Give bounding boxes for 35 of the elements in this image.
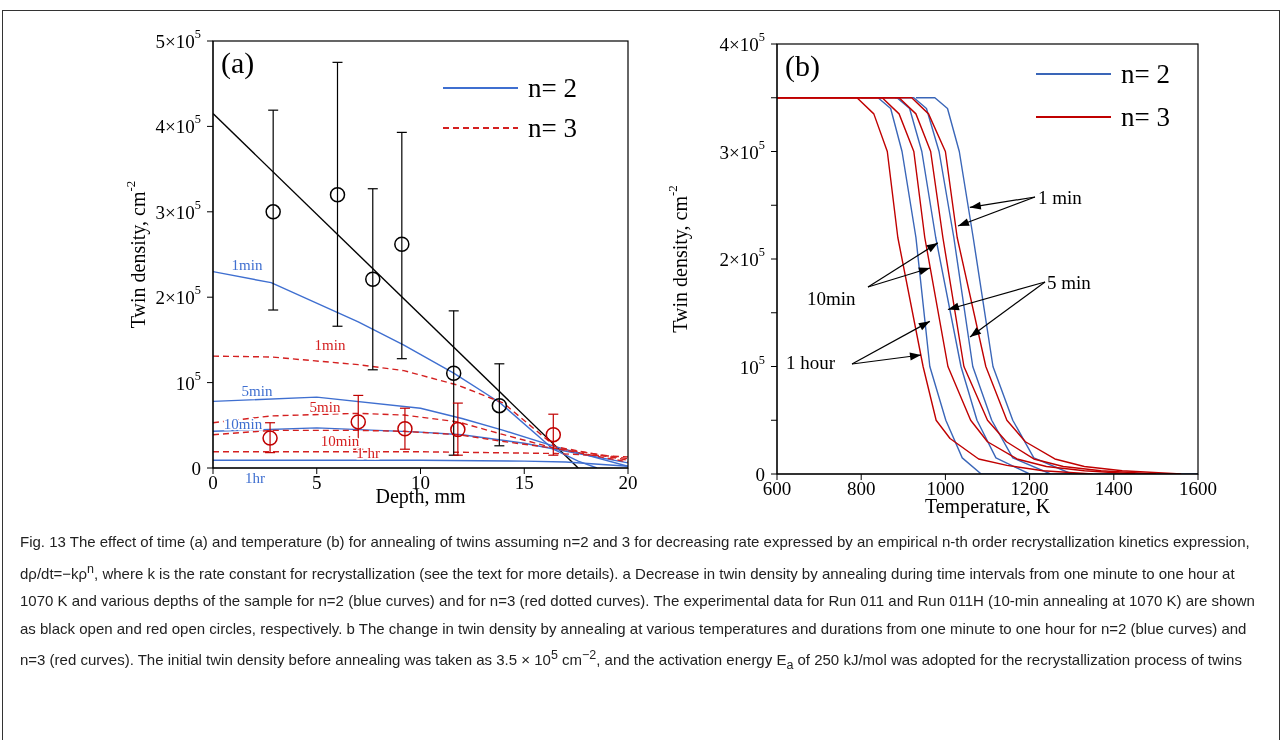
- y-tick-label: 0: [191, 457, 201, 479]
- annotation: 5 min: [1047, 271, 1092, 293]
- annotation: 1 hr: [356, 445, 380, 461]
- y-tick-label: 2×10$^{5}$: [155, 283, 201, 308]
- annotation: 5min: [241, 383, 273, 399]
- x-tick-label: 15: [514, 472, 534, 494]
- x-tick-label: 1400: [1094, 478, 1133, 500]
- text: 1hr: [245, 470, 265, 486]
- annotation: 1min: [231, 257, 263, 273]
- annotation: 1 hour: [786, 351, 836, 373]
- x-tick-label: 0: [208, 472, 218, 494]
- legend-label: n= 2: [1121, 59, 1170, 89]
- y-tick-label: 5×10$^{5}$: [155, 27, 201, 52]
- annotation: 1 min: [1038, 186, 1083, 208]
- y-tick-label: 10$^{5}$: [175, 368, 201, 394]
- y-tick-label: 4×10$^{5}$: [719, 30, 765, 55]
- legend-label: n= 2: [528, 73, 577, 103]
- chart-title: (b): [785, 49, 820, 83]
- x-tick-label: 1600: [1179, 478, 1217, 500]
- y-tick-label: 3×10$^{5}$: [155, 197, 201, 223]
- annotation: 10min: [223, 416, 263, 432]
- text: Fig. 13 The effect of time (a) and temperature (b) for annealing of twins assuming n=2 and 3 for decreasing rate expressed by an empirical n-th order recrystallization kinetics expression, dρ/dt=−kρ$^{n}$, where k is the rate constant for recrystallization (see the text for more details). a Decrease in twin density by annealing during time intervals from one minute to one hour at 1070 K and various depths of the sample for n=2 (blue curves) and for n=3 (red dotted curves). The experimental data for Run 011 and Run 011H (10-min annealing at 1070 K) are shown as black open and red open circles, respectively. b The change in twin density by annealing at various temperatures and durations from one minute to one hour for n=2 (blue curves) and n=3 (red curves). The initial twin density before annealing was taken as 3.5 × 10$^{5}$ cm$^{−2}$, and the activation energy E$_{a}$ of 250 kJ/mol was adopted for the recrystallization process of twins: [20, 533, 1255, 672]
- x-tick-label: 5: [312, 472, 322, 494]
- y-tick-label: 10$^{5}$: [739, 352, 765, 377]
- legend-label: n= 3: [1121, 102, 1170, 132]
- chart-title: (a): [221, 46, 255, 80]
- y-tick-label: 4×10$^{5}$: [155, 112, 201, 137]
- y-tick-label: 2×10$^{5}$: [719, 245, 765, 270]
- x-tick-label: 800: [846, 478, 876, 500]
- annotation: 5min: [309, 399, 341, 415]
- x-tick-label: 20: [618, 472, 638, 494]
- y-tick-label: 3×10$^{5}$: [719, 137, 765, 162]
- annotation: 1min: [314, 337, 346, 353]
- legend-label: n= 3: [528, 113, 577, 143]
- annotation: 10min: [807, 287, 857, 309]
